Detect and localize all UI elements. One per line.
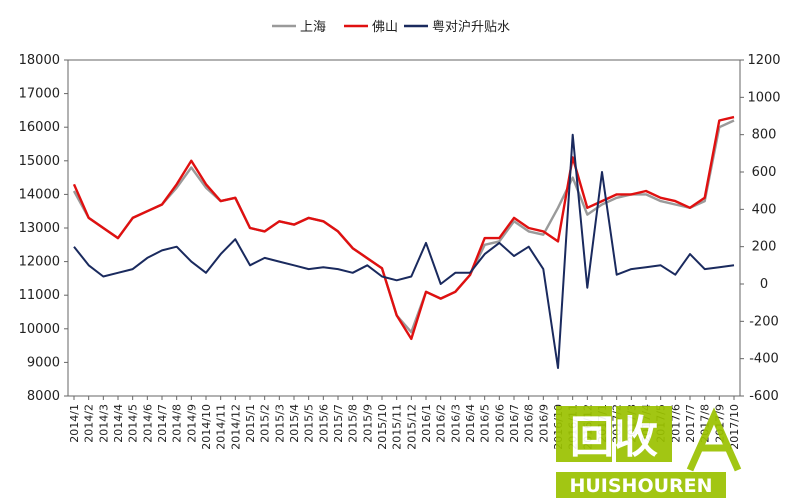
series-line-2 — [72, 115, 735, 341]
series-line-3 — [73, 133, 735, 369]
right-tick-label: 400 — [752, 202, 777, 217]
x-tick-label: 2015/10 — [376, 404, 389, 450]
x-tick-label: 2017/7 — [684, 404, 697, 443]
x-tick-label: 2016/5 — [479, 404, 492, 443]
x-tick-label: 2016/8 — [523, 404, 536, 443]
x-tick-label: 2016/2 — [435, 404, 448, 443]
right-tick-label: 0 — [760, 277, 768, 292]
legend: 上海 佛山 粤对沪升贴水 — [272, 19, 510, 35]
watermark-subtext: HUISHOUREN — [569, 475, 712, 497]
x-tick-label: 2014/9 — [185, 404, 198, 443]
x-tick-label: 2014/7 — [156, 404, 169, 443]
x-tick-label: 2016/6 — [493, 404, 506, 443]
right-tick-label: -400 — [749, 352, 779, 367]
x-tick-label: 2015/8 — [347, 404, 360, 443]
x-tick-label: 2016/1 — [420, 404, 433, 443]
x-tick-label: 2014/6 — [141, 404, 154, 443]
x-tick-label: 2014/5 — [127, 404, 140, 443]
x-tick-label: 2014/8 — [171, 404, 184, 443]
legend-label: 上海 — [300, 20, 326, 35]
right-tick-label: 1000 — [747, 90, 780, 105]
right-tick-label: -200 — [749, 314, 779, 329]
left-tick-label: 11000 — [19, 288, 60, 303]
x-tick-label: 2015/11 — [391, 404, 404, 450]
left-tick-label: 12000 — [19, 255, 60, 270]
left-tick-label: 14000 — [19, 187, 60, 202]
right-tick-label: 1200 — [747, 53, 780, 68]
x-tick-label: 2015/12 — [405, 404, 418, 450]
watermark-text: 回收 — [570, 412, 658, 463]
x-tick-label: 2017/6 — [669, 404, 682, 443]
left-tick-label: 15000 — [19, 154, 60, 169]
x-tick-label: 2016/9 — [537, 404, 550, 443]
watermark-box-1 — [556, 406, 612, 462]
left-tick-label: 13000 — [19, 221, 60, 236]
right-tick-label: -600 — [749, 389, 779, 404]
watermark-box-2 — [616, 406, 672, 462]
legend-label: 粤对沪升贴水 — [432, 19, 510, 35]
left-y-axis: 8000 9000 10000 11000 12000 13000 14000 15000 16… — [19, 53, 68, 404]
x-tick-label: 2014/1 — [68, 404, 81, 443]
x-tick-label: 2014/10 — [200, 404, 213, 450]
left-tick-label: 8000 — [27, 389, 60, 404]
x-tick-label: 2016/7 — [508, 404, 521, 443]
watermark-band — [556, 472, 726, 498]
series-group — [72, 115, 735, 369]
left-tick-label: 10000 — [19, 322, 60, 337]
x-tick-label: 2015/1 — [244, 404, 257, 443]
series-line-1 — [72, 119, 735, 334]
left-tick-label: 18000 — [19, 53, 60, 68]
x-tick-label: 2014/12 — [229, 404, 242, 450]
x-tick-label: 2015/9 — [361, 404, 374, 443]
watermark-logo: 回收 HUISHOUREN — [556, 406, 742, 498]
plot-area — [67, 59, 741, 397]
right-y-axis: -600 -400 -200 0 200 400 600 800 1000 1200 — [740, 53, 781, 404]
x-tick-label: 2015/2 — [259, 404, 272, 443]
x-tick-label: 2016/4 — [464, 404, 477, 443]
x-tick-label: 2014/2 — [83, 404, 96, 443]
right-tick-label: 600 — [752, 165, 777, 180]
watermark-figure-icon — [686, 407, 742, 472]
left-tick-label: 9000 — [27, 355, 60, 370]
x-tick-label: 2014/11 — [215, 404, 228, 450]
x-tick-label: 2015/5 — [303, 404, 316, 443]
right-tick-label: 800 — [752, 128, 777, 143]
x-tick-label: 2015/7 — [332, 404, 345, 443]
left-tick-label: 16000 — [19, 120, 60, 135]
x-tick-label: 2015/3 — [273, 404, 286, 443]
x-tick-label: 2014/3 — [97, 404, 110, 443]
x-tick-label: 2016/3 — [449, 404, 462, 443]
x-tick-label: 2017/10 — [728, 404, 741, 450]
x-tick-label: 2015/4 — [288, 404, 301, 443]
x-tick-label: 2014/4 — [112, 404, 125, 443]
right-tick-label: 200 — [752, 240, 777, 255]
x-tick-label: 2015/6 — [317, 404, 330, 443]
legend-label: 佛山 — [372, 20, 398, 35]
left-tick-label: 17000 — [19, 87, 60, 102]
